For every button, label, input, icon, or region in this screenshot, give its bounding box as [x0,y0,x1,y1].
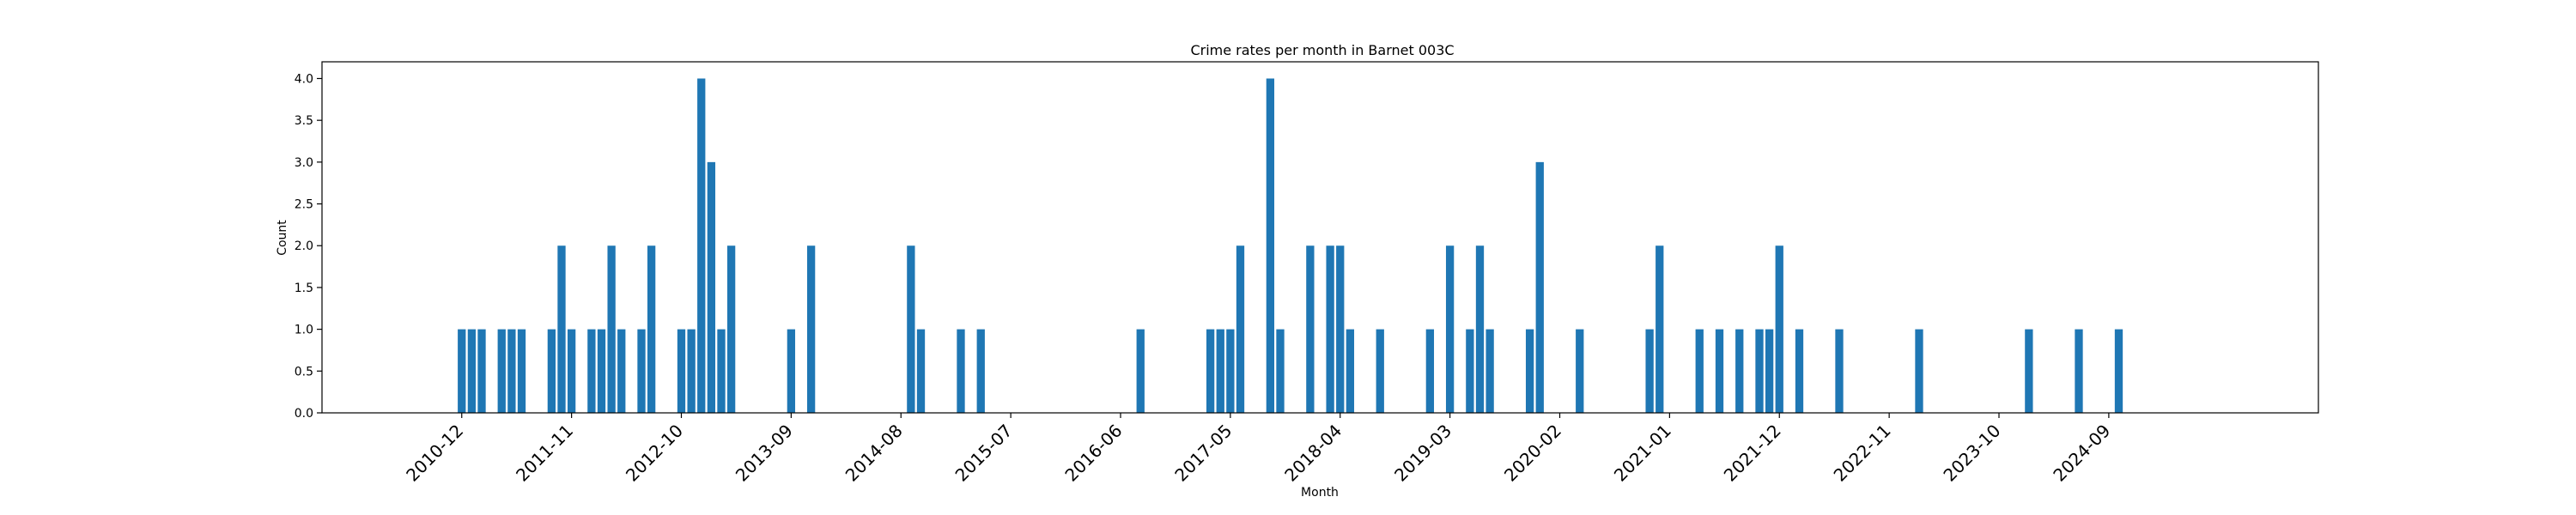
bar-2014-09 [907,245,915,413]
bar-2022-06 [1835,329,1844,413]
bar-2024-06 [2075,329,2083,413]
bar-2011-04 [497,329,506,413]
bar-2019-11 [1525,329,1534,413]
bar-2011-09 [547,329,556,413]
y-axis-label: Count [276,220,289,256]
bar-2017-06 [1236,245,1245,413]
bar-2020-11 [1645,329,1654,413]
bar-2017-10 [1276,329,1285,413]
bar-2013-11 [806,245,816,413]
bar-2018-08 [1376,329,1384,413]
bar-2013-01 [707,161,716,414]
x-axis-label: Month [1301,486,1339,500]
bar-2013-03 [726,245,736,413]
bar-2013-09 [787,329,796,413]
bar-2012-12 [697,78,706,413]
bar-2019-06 [1475,245,1485,413]
bar-2021-08 [1735,329,1744,413]
plot-area-frame [321,61,2319,414]
bar-2011-06 [517,329,526,413]
y-tick-label: 0.5 [295,365,313,379]
bar-2021-04 [1695,329,1704,413]
bar-2016-08 [1136,329,1145,413]
bar-2018-03 [1326,245,1334,413]
bar-2019-01 [1425,329,1435,413]
bar-2021-12 [1775,245,1783,413]
y-tick-label: 3.0 [295,156,313,170]
bar-2017-09 [1266,78,1275,413]
bar-2020-04 [1576,329,1584,413]
bar-2012-07 [647,245,656,413]
bar-2015-02 [957,329,965,413]
bar-2014-10 [916,329,926,413]
bar-2023-02 [1915,329,1923,413]
y-tick-label: 1.5 [295,282,313,295]
bar-2013-02 [717,329,726,413]
bar-2018-04 [1336,245,1345,413]
bar-2024-01 [2025,329,2033,413]
bar-2011-10 [557,245,566,413]
bar-2017-04 [1216,329,1224,413]
bar-2019-03 [1445,245,1455,413]
bar-2011-02 [477,329,486,413]
y-tick-label: 2.5 [295,198,313,212]
bar-2021-10 [1755,329,1764,413]
bar-2012-01 [587,329,596,413]
y-axis: 0.0 0.5 1.0 1.5 2.0 2.5 3.0 3.5 4.0 [295,72,322,421]
bar-2012-11 [687,329,696,413]
bar-2012-02 [597,329,606,413]
y-tick-label: 0.0 [295,407,313,421]
bar-2018-05 [1346,329,1355,413]
bars-group [458,78,2123,414]
bar-2021-06 [1715,329,1724,413]
chart-title: Crime rates per month in Barnet 003C [1190,42,1454,58]
bar-2011-01 [467,329,477,413]
bar-2018-01 [1306,245,1315,413]
bar-2011-05 [507,329,516,413]
bar-2019-12 [1535,161,1544,414]
bar-2019-07 [1485,329,1494,413]
y-tick-label: 4.0 [295,72,313,86]
bar-2021-11 [1765,329,1774,413]
y-tick-label: 1.0 [295,324,313,337]
bar-2012-04 [617,329,626,413]
bar-2020-12 [1656,245,1664,413]
bar-2012-10 [677,329,686,413]
bar-2010-12 [458,329,466,413]
bar-2017-03 [1206,329,1215,413]
bar-2012-03 [607,245,616,413]
y-tick-label: 3.5 [295,114,313,128]
bar-2019-05 [1466,329,1474,413]
bar-2017-05 [1226,329,1235,413]
bar-2012-06 [637,329,646,413]
y-tick-label: 2.0 [295,239,313,253]
bar-2011-11 [567,329,576,413]
bar-2015-04 [976,329,985,413]
bar-2022-02 [1795,329,1804,413]
bar-2024-10 [2114,329,2123,413]
